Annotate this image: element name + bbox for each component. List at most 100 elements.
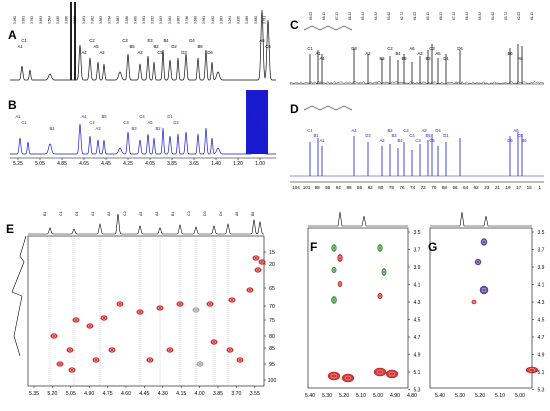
panel-e-top-label: A3 bbox=[155, 212, 159, 216]
panel-e-cross-peak bbox=[93, 358, 99, 363]
panel-a-shift-label: 3.883 bbox=[99, 16, 103, 24]
panel-g-cross-peak bbox=[480, 286, 488, 294]
panel-e-xtick-label: 4.60 bbox=[121, 391, 131, 397]
panel-b-peak-label: B6 bbox=[253, 114, 259, 119]
panel-g-ytick-label: 3.7 bbox=[538, 248, 545, 254]
panel-f-cross-peak bbox=[378, 244, 383, 251]
panel-d-xtick-label: 19 bbox=[505, 185, 511, 190]
panel-d-peak-label: C1 bbox=[307, 128, 313, 133]
panel-g-ytick-label: 4.5 bbox=[538, 318, 545, 324]
panel-d-xtick-label: 86 bbox=[357, 185, 363, 190]
panel-f-ytick-label: 3.5 bbox=[414, 230, 421, 236]
panel-a-peak-label: A5 bbox=[93, 44, 99, 49]
panel-f-cross-peak bbox=[374, 368, 386, 376]
panel-f-cross-peak bbox=[338, 254, 343, 261]
panel-c-svg: 69.02 68.12 67.22 66.32 65.42 64.52 63.62 62.72… bbox=[282, 0, 550, 96]
panel-a-shift-label: 3.181 bbox=[82, 16, 86, 24]
panel-b-xtick-label: 4.85 bbox=[57, 161, 67, 167]
panel-f-cross-peak bbox=[328, 372, 340, 380]
panel-d-xtick-label: 70 bbox=[431, 185, 437, 190]
panel-e-cross-peak bbox=[73, 318, 79, 323]
panel-b-xtick-label: 5.05 bbox=[35, 161, 45, 167]
panel-e-xtick-label: 5.20 bbox=[47, 391, 57, 397]
panel-a-shift-label: 3.980 bbox=[13, 16, 17, 24]
panel-a-peak-label: A1 bbox=[17, 44, 23, 49]
panel-c-peak-label: C3 bbox=[429, 46, 435, 51]
panel-c-shift-label: 61.02 bbox=[413, 12, 417, 20]
panel-e-ytick-label: 95 bbox=[269, 362, 275, 368]
panel-a-peak-label: C5 bbox=[157, 50, 163, 55]
panel-e-cross-peak bbox=[229, 298, 235, 303]
panel-e-top-label: A4 bbox=[107, 212, 111, 216]
panel-e-cross-peak bbox=[157, 306, 163, 311]
panel-e-hsqc: B1 C1 D1 A1 A4 C2 A5 A3 B4 C3 D3 D4 A6 B6 5.35 5.20 5.05… bbox=[0, 200, 296, 406]
panel-a-1h-spectrum: 3.980 3.881 3.782 3.683 3.584 3.485 3.386 3.280… bbox=[0, 0, 280, 88]
panel-d-xtick-label: 95 bbox=[325, 185, 331, 190]
panel-e-top-label: B1 bbox=[43, 212, 47, 216]
panel-d-label: D bbox=[290, 102, 299, 116]
panel-g-ytick-label: 3.9 bbox=[538, 265, 545, 271]
panel-b-1h-spectrum: A1 C1 B1 A4 C2 A3 B5 C3 B3 C4 A5 B2 D1 D2 A6 B6 D6 5.25 5.… bbox=[0, 88, 280, 168]
panel-e-svg: B1 C1 D1 A1 A4 C2 A5 A3 B4 C3 D3 D4 A6 B65.35 5.20 5.05… bbox=[0, 200, 296, 406]
panel-a-shift-label: 3.280 bbox=[73, 16, 77, 24]
panel-g-ytick-label: 5.1 bbox=[538, 370, 545, 376]
panel-f-cross-peak bbox=[332, 244, 337, 251]
panel-a-peak-label: E3 bbox=[147, 38, 153, 43]
panel-g-xtick-label: 5.20 bbox=[475, 393, 485, 399]
panel-c-shift-label: 63.62 bbox=[387, 12, 391, 20]
panel-d-xtick-label: 76 bbox=[399, 185, 405, 190]
panel-e-cross-peak bbox=[87, 324, 93, 329]
panel-e-top-label: D3 bbox=[203, 211, 207, 216]
panel-d-peak-label: A4 bbox=[351, 128, 357, 133]
panel-e-xtick-label: 4.45 bbox=[139, 391, 149, 397]
panel-b-peak-label: B5 bbox=[101, 114, 107, 119]
panel-a-shift-label: 3.782 bbox=[30, 16, 34, 24]
panel-e-xtick-label: 4.75 bbox=[103, 391, 113, 397]
panel-a-shift-label: 3.383 bbox=[219, 16, 223, 24]
panel-a-peak-label: A6 bbox=[259, 38, 265, 43]
panel-e-cross-peak bbox=[57, 362, 63, 367]
panel-g-xtick-label: 5.00 bbox=[515, 393, 525, 399]
panel-a-svg: 3.980 3.881 3.782 3.683 3.584 3.485 3.386 3.280… bbox=[0, 0, 280, 88]
panel-e-cross-peak bbox=[137, 310, 143, 315]
panel-e-cross-peak bbox=[237, 358, 243, 363]
panel-b-xtick-label: 4.25 bbox=[123, 161, 133, 167]
panel-e-cross-peak bbox=[167, 348, 173, 353]
panel-e-cross-peak bbox=[227, 348, 233, 353]
panel-a-peak-label: C3 bbox=[122, 38, 128, 43]
panel-b-xtick-label: 5.25 bbox=[13, 161, 23, 167]
panel-a-shift-label: 3.685 bbox=[116, 16, 120, 24]
panel-b-peak-label: B3 bbox=[131, 126, 137, 131]
panel-e-cross-peak bbox=[67, 348, 73, 353]
panel-g-label: G bbox=[428, 240, 437, 254]
panel-d-xtick-label: 15 bbox=[527, 185, 533, 190]
panel-a-shift-label: 3.880 bbox=[254, 16, 258, 24]
panel-c-13c-spectrum: 69.02 68.12 67.22 66.32 65.42 64.52 63.62 62.72… bbox=[282, 0, 550, 96]
panel-c-peak-label: A4 bbox=[319, 56, 325, 61]
panel-f-ytick-label: 4.3 bbox=[414, 300, 421, 306]
panel-d-svg: C1B1A1A4D3A2B2B3B4C2C4C3A3B5C5D4D1D6A6C6… bbox=[282, 96, 550, 192]
panel-d-xtick-label: 88 bbox=[346, 185, 352, 190]
panel-e-cross-peak bbox=[147, 358, 153, 363]
panel-b-peak-label: D2 bbox=[173, 120, 179, 125]
panel-d-peak-label: B3 bbox=[391, 133, 397, 138]
panel-d-peak-label: D3 bbox=[365, 133, 371, 138]
panel-a-peak-label: B5 bbox=[129, 44, 135, 49]
panel-f-ytick-label: 4.9 bbox=[414, 353, 421, 359]
panel-e-cross-peak bbox=[193, 308, 199, 313]
panel-d-xtick-label: 64 bbox=[463, 185, 469, 190]
panel-b-trace bbox=[10, 94, 276, 154]
panel-g-ytick-label: 3.5 bbox=[538, 230, 545, 236]
panel-f-ytick-label: 3.9 bbox=[414, 265, 421, 271]
panel-e-ytick-label: 100 bbox=[268, 378, 277, 384]
panel-a-shift-label: 3.581 bbox=[202, 16, 206, 24]
panel-a-peak-label: B6 bbox=[197, 44, 203, 49]
panel-e-xtick-label: 5.35 bbox=[29, 391, 39, 397]
panel-d-xtick-label: 104 bbox=[292, 185, 300, 190]
panel-e-ytick-label: 20 bbox=[269, 262, 275, 268]
panel-e-top-label: D1 bbox=[75, 211, 79, 216]
panel-c-shift-label: 66.32 bbox=[348, 12, 352, 20]
panel-a-shift-label: 3.680 bbox=[194, 16, 198, 24]
panel-c-shift-label: 68.22 bbox=[439, 12, 443, 20]
panel-g-cross-peak bbox=[481, 239, 487, 246]
